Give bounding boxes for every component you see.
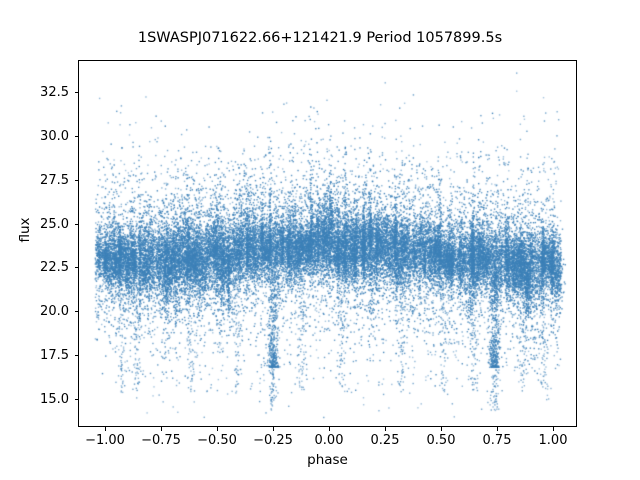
ytick-mark <box>74 136 78 137</box>
ytick-mark <box>74 399 78 400</box>
ytick-mark <box>74 311 78 312</box>
xtick-label: −0.75 <box>141 433 181 448</box>
xtick-mark <box>385 427 386 431</box>
ytick-label: 32.5 <box>40 85 69 100</box>
scatter-points-layer <box>79 61 576 426</box>
xtick-label: −0.25 <box>253 433 293 448</box>
xtick-label: 0.75 <box>482 433 512 448</box>
ytick-mark <box>74 92 78 93</box>
xtick-label: 1.00 <box>538 433 568 448</box>
xtick-label: 0.25 <box>370 433 400 448</box>
ytick-mark <box>74 224 78 225</box>
xtick-label: −1.00 <box>85 433 125 448</box>
plot-axes <box>78 60 577 427</box>
ytick-label: 25.0 <box>40 217 69 232</box>
xtick-mark <box>441 427 442 431</box>
xtick-mark <box>217 427 218 431</box>
xtick-mark <box>105 427 106 431</box>
ytick-label: 22.5 <box>40 260 69 275</box>
ytick-mark <box>74 180 78 181</box>
ytick-label: 27.5 <box>40 173 69 188</box>
xtick-mark <box>497 427 498 431</box>
x-axis-label: phase <box>307 452 348 468</box>
xtick-mark <box>553 427 554 431</box>
xtick-mark <box>329 427 330 431</box>
ytick-mark <box>74 267 78 268</box>
xtick-label: 0.00 <box>314 433 344 448</box>
xtick-mark <box>273 427 274 431</box>
y-axis-label: flux <box>17 217 33 243</box>
ytick-label: 15.0 <box>40 392 69 407</box>
ytick-label: 17.5 <box>40 348 69 363</box>
ytick-label: 20.0 <box>40 304 69 319</box>
xtick-label: −0.50 <box>197 433 237 448</box>
ytick-label: 30.0 <box>40 129 69 144</box>
xtick-label: 0.50 <box>426 433 456 448</box>
ytick-mark <box>74 355 78 356</box>
xtick-mark <box>161 427 162 431</box>
chart-title: 1SWASPJ071622.66+121421.9 Period 1057899… <box>137 30 503 46</box>
